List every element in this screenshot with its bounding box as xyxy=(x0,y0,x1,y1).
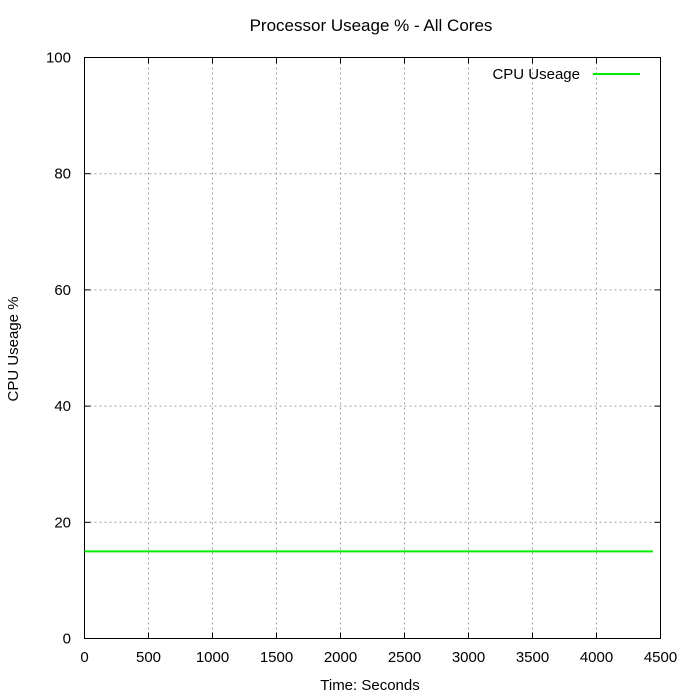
grid-lines xyxy=(84,57,661,639)
x-tick-label: 4000 xyxy=(580,649,613,666)
x-tick-label: 3500 xyxy=(516,649,549,666)
y-tick-label: 80 xyxy=(54,166,71,183)
legend: CPU Useage xyxy=(492,66,640,83)
y-tick-label: 100 xyxy=(46,50,71,67)
y-axis-label: CPU Useage % xyxy=(5,296,22,401)
x-tick-label: 4500 xyxy=(644,649,677,666)
y-tick-label: 20 xyxy=(54,514,71,531)
plot-frame xyxy=(84,57,661,639)
x-tick-label: 1500 xyxy=(260,649,293,666)
x-axis-label: Time: Seconds xyxy=(320,677,420,694)
x-tick-label: 0 xyxy=(80,649,88,666)
y-tick-label: 60 xyxy=(54,282,71,299)
legend-label: CPU Useage xyxy=(492,66,580,83)
x-tick-label: 1000 xyxy=(196,649,229,666)
axis-ticks: 0 500 1000 1500 2000 2500 3000 3500 4000 4500 0 20 4… xyxy=(46,50,677,667)
x-tick-label: 2500 xyxy=(388,649,421,666)
y-tick-label: 0 xyxy=(63,631,71,648)
x-tick-label: 2000 xyxy=(324,649,357,666)
chart-title: Processor Useage % - All Cores xyxy=(250,16,493,35)
x-tick-label: 500 xyxy=(136,649,161,666)
y-tick-label: 40 xyxy=(54,398,71,415)
x-tick-label: 3000 xyxy=(452,649,485,666)
